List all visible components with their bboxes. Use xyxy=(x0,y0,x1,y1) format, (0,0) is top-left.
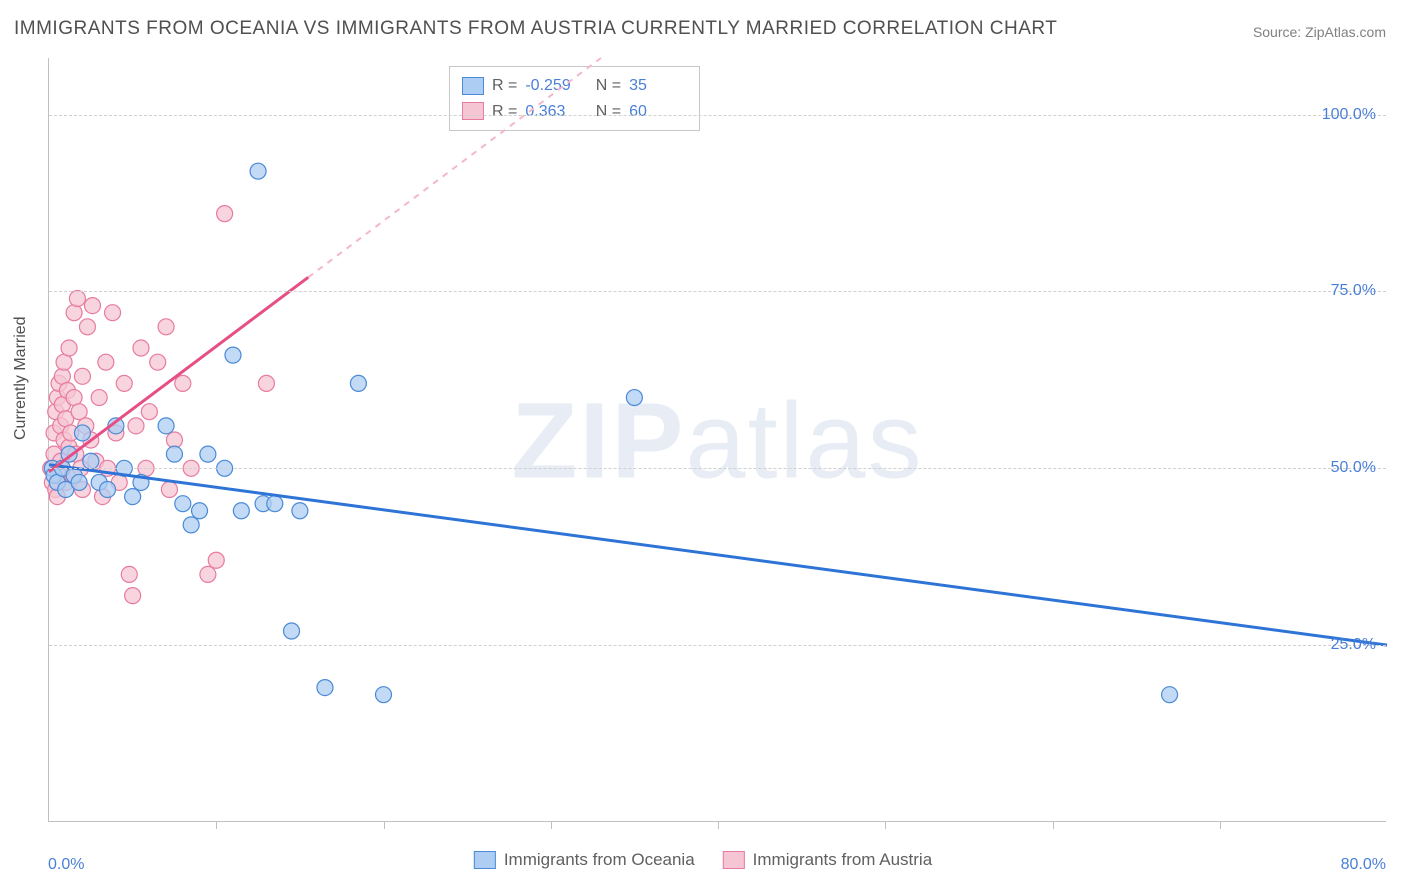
data-point xyxy=(128,418,144,434)
x-tick xyxy=(216,821,217,829)
data-point xyxy=(161,482,177,498)
trend-line xyxy=(49,465,1387,645)
x-tick xyxy=(551,821,552,829)
data-point xyxy=(83,453,99,469)
y-tick-label: 100.0% xyxy=(1322,106,1376,124)
trend-line xyxy=(308,58,601,277)
x-tick xyxy=(384,821,385,829)
data-point xyxy=(250,163,266,179)
data-point xyxy=(121,566,137,582)
legend-swatch xyxy=(723,851,745,869)
y-tick-label: 50.0% xyxy=(1331,459,1376,477)
data-point xyxy=(233,503,249,519)
data-point xyxy=(74,425,90,441)
data-point xyxy=(125,489,141,505)
data-point xyxy=(69,291,85,307)
x-tick xyxy=(1053,821,1054,829)
data-point xyxy=(376,687,392,703)
data-point xyxy=(158,418,174,434)
data-point xyxy=(626,390,642,406)
data-point xyxy=(175,375,191,391)
data-point xyxy=(158,319,174,335)
data-point xyxy=(225,347,241,363)
data-point xyxy=(141,404,157,420)
legend-label: Immigrants from Oceania xyxy=(504,850,695,870)
gridline xyxy=(49,645,1386,646)
data-point xyxy=(79,319,95,335)
legend-item: Immigrants from Oceania xyxy=(474,850,695,870)
series-legend: Immigrants from Oceania Immigrants from A… xyxy=(474,850,932,870)
gridline xyxy=(49,115,1386,116)
data-point xyxy=(61,340,77,356)
data-point xyxy=(200,566,216,582)
data-point xyxy=(317,680,333,696)
x-axis-min-label: 0.0% xyxy=(48,856,84,874)
data-point xyxy=(71,404,87,420)
data-point xyxy=(200,446,216,462)
y-tick-label: 25.0% xyxy=(1331,636,1376,654)
data-point xyxy=(133,340,149,356)
data-point xyxy=(192,503,208,519)
data-point xyxy=(1162,687,1178,703)
data-point xyxy=(91,390,107,406)
x-axis-max-label: 80.0% xyxy=(1341,856,1386,874)
x-tick xyxy=(718,821,719,829)
chart-title: IMMIGRANTS FROM OCEANIA VS IMMIGRANTS FR… xyxy=(14,18,1057,40)
data-point xyxy=(150,354,166,370)
data-point xyxy=(258,375,274,391)
gridline xyxy=(49,468,1386,469)
y-axis-label: Currently Married xyxy=(12,316,30,440)
data-point xyxy=(74,368,90,384)
y-tick-label: 75.0% xyxy=(1331,282,1376,300)
data-point xyxy=(100,482,116,498)
data-point xyxy=(105,305,121,321)
x-tick xyxy=(1220,821,1221,829)
source-label: Source: ZipAtlas.com xyxy=(1253,24,1386,40)
chart-svg xyxy=(49,58,1386,821)
data-point xyxy=(183,517,199,533)
legend-swatch xyxy=(474,851,496,869)
data-point xyxy=(175,496,191,512)
legend-item: Immigrants from Austria xyxy=(723,850,933,870)
data-point xyxy=(208,552,224,568)
data-point xyxy=(284,623,300,639)
data-point xyxy=(116,375,132,391)
data-point xyxy=(292,503,308,519)
data-point xyxy=(66,305,82,321)
data-point xyxy=(350,375,366,391)
legend-label: Immigrants from Austria xyxy=(753,850,933,870)
data-point xyxy=(98,354,114,370)
gridline xyxy=(49,291,1386,292)
data-point xyxy=(267,496,283,512)
data-point xyxy=(71,474,87,490)
x-tick xyxy=(885,821,886,829)
data-point xyxy=(217,206,233,222)
data-point xyxy=(125,588,141,604)
data-point xyxy=(166,446,182,462)
plot-area: ZIPatlas R =-0.259 N =35R =0.363 N =60 2… xyxy=(48,58,1386,822)
data-point xyxy=(84,298,100,314)
